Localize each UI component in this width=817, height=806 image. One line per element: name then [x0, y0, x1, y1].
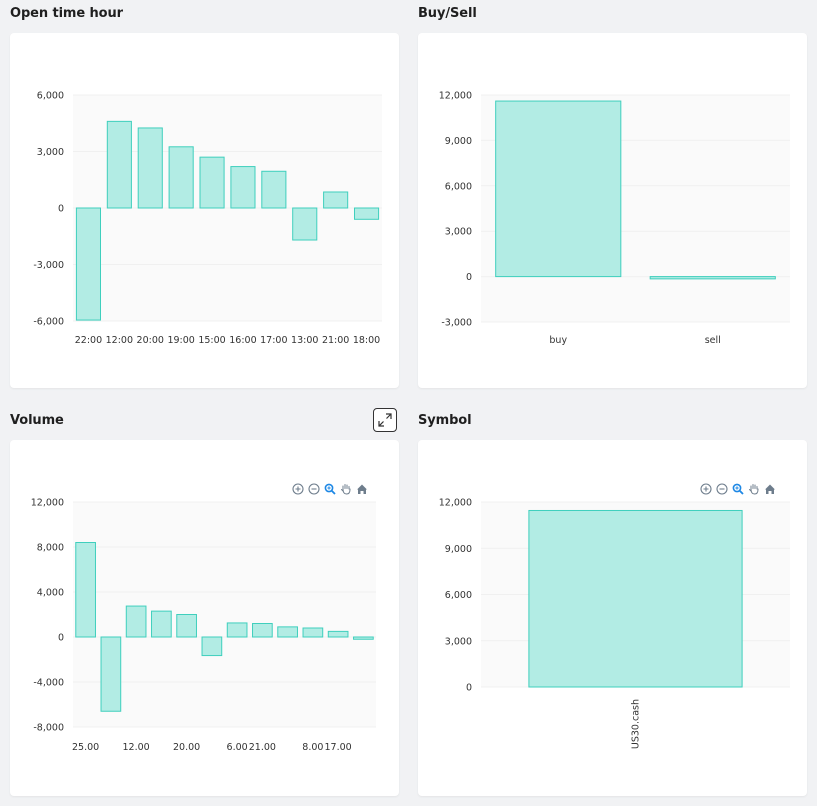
- bar[interactable]: [125, 605, 147, 638]
- x-tick-label: 21:00: [322, 335, 349, 346]
- x-tick-label: 17.00: [325, 742, 352, 753]
- bar[interactable]: [75, 207, 102, 321]
- x-tick-label: 6.00: [227, 742, 248, 753]
- y-tick-label: 0: [58, 204, 64, 215]
- y-tick-label: 9,000: [445, 136, 472, 147]
- symbol-title: Symbol: [418, 413, 472, 428]
- x-tick-label: sell: [705, 335, 721, 346]
- symbol-card: 12,000 9,000 6,000 3,000 0 US30.cash: [418, 440, 807, 796]
- buy-sell-chart: 12,000 9,000 6,000 3,000 0 -3,000 buy sell: [439, 91, 790, 346]
- bar[interactable]: [100, 636, 122, 712]
- y-tick-label: 8,000: [37, 543, 64, 554]
- volume-chart-toolbar: [292, 483, 368, 495]
- x-tick-label: 21.00: [249, 742, 276, 753]
- bar[interactable]: [261, 170, 287, 209]
- buy-sell-title: Buy/Sell: [418, 6, 477, 21]
- y-tick-label: -8,000: [33, 723, 64, 734]
- bar[interactable]: [277, 626, 298, 638]
- x-tick-label: 8.00: [302, 742, 323, 753]
- home-icon[interactable]: [764, 483, 776, 495]
- symbol-chart-toolbar: [700, 483, 776, 495]
- x-tick-label: 16:00: [229, 335, 256, 346]
- y-tick-label: -3,000: [441, 318, 472, 329]
- y-tick-label: 3,000: [445, 636, 472, 647]
- y-tick-label: 12,000: [439, 498, 472, 509]
- y-tick-label: 0: [58, 633, 64, 644]
- volume-title: Volume: [10, 413, 64, 428]
- x-tick-label: 15:00: [198, 335, 225, 346]
- magnifier-icon[interactable]: [324, 483, 336, 495]
- x-tick-label: 12:00: [106, 335, 133, 346]
- pan-hand-icon[interactable]: [748, 483, 760, 495]
- buy-sell-card: 12,000 9,000 6,000 3,000 0 -3,000 buy sell: [418, 33, 807, 388]
- y-tick-label: 0: [466, 683, 472, 694]
- zoom-in-icon[interactable]: [292, 483, 304, 495]
- y-tick-label: -3,000: [33, 260, 64, 271]
- bar[interactable]: [75, 542, 96, 638]
- bar[interactable]: [292, 207, 318, 241]
- volume-chart: 12,000 8,000 4,000 0 -4,000 -8,000 25.00 12.00 2…: [31, 498, 376, 753]
- bar[interactable]: [201, 636, 223, 657]
- zoom-in-icon[interactable]: [700, 483, 712, 495]
- bar[interactable]: [353, 636, 374, 640]
- x-tick-label: 25.00: [72, 742, 99, 753]
- bar[interactable]: [528, 509, 743, 688]
- symbol-chart: 12,000 9,000 6,000 3,000 0 US30.cash: [439, 498, 790, 749]
- y-tick-label: 6,000: [37, 91, 64, 102]
- x-tick-label: 13:00: [291, 335, 318, 346]
- open-time-hour-title: Open time hour: [10, 6, 123, 21]
- y-tick-label: 12,000: [439, 91, 472, 102]
- y-tick-label: -4,000: [33, 678, 64, 689]
- y-tick-label: 3,000: [37, 147, 64, 158]
- y-tick-label: 3,000: [445, 227, 472, 238]
- y-tick-label: 4,000: [37, 588, 64, 599]
- bar[interactable]: [495, 100, 622, 278]
- x-tick-label: 17:00: [260, 335, 287, 346]
- bar[interactable]: [137, 127, 163, 209]
- x-tick-label: 18:00: [353, 335, 380, 346]
- bar[interactable]: [252, 623, 273, 638]
- expand-button[interactable]: [373, 408, 397, 432]
- bar[interactable]: [151, 610, 172, 638]
- home-icon[interactable]: [356, 483, 368, 495]
- bar[interactable]: [302, 627, 324, 638]
- bar[interactable]: [327, 630, 349, 638]
- x-tick-label: 19:00: [167, 335, 194, 346]
- bar[interactable]: [199, 156, 225, 209]
- expand-icon: [378, 413, 392, 427]
- bar[interactable]: [323, 191, 349, 209]
- y-tick-label: 9,000: [445, 544, 472, 555]
- volume-card: 12,000 8,000 4,000 0 -4,000 -8,000 25.00 12.00 2…: [10, 440, 399, 796]
- bar[interactable]: [649, 276, 776, 280]
- x-tick-label: buy: [549, 335, 567, 346]
- open-time-hour-chart: 6,000 3,000 0 -3,000 -6,000 22:00 12:00 20:00 19…: [33, 91, 382, 346]
- pan-hand-icon[interactable]: [340, 483, 352, 495]
- zoom-out-icon[interactable]: [716, 483, 728, 495]
- x-tick-label: 22:00: [75, 335, 102, 346]
- plot-area: [73, 502, 376, 727]
- y-tick-label: 6,000: [445, 590, 472, 601]
- bar[interactable]: [106, 120, 132, 209]
- x-tick-label: 12.00: [123, 742, 150, 753]
- x-tick-label: 20.00: [173, 742, 200, 753]
- bar[interactable]: [176, 614, 197, 638]
- x-tick-label: 20:00: [137, 335, 164, 346]
- y-tick-label: 0: [466, 272, 472, 283]
- open-time-hour-card: 6,000 3,000 0 -3,000 -6,000 22:00 12:00 20:00 19…: [10, 33, 399, 388]
- bar[interactable]: [353, 207, 380, 220]
- y-tick-label: 6,000: [445, 181, 472, 192]
- bar[interactable]: [226, 622, 248, 638]
- magnifier-icon[interactable]: [732, 483, 744, 495]
- x-tick-label: US30.cash: [631, 699, 642, 749]
- bar[interactable]: [230, 166, 256, 209]
- y-tick-label: -6,000: [33, 317, 64, 328]
- bar[interactable]: [168, 146, 194, 209]
- zoom-out-icon[interactable]: [308, 483, 320, 495]
- y-tick-label: 12,000: [31, 498, 64, 509]
